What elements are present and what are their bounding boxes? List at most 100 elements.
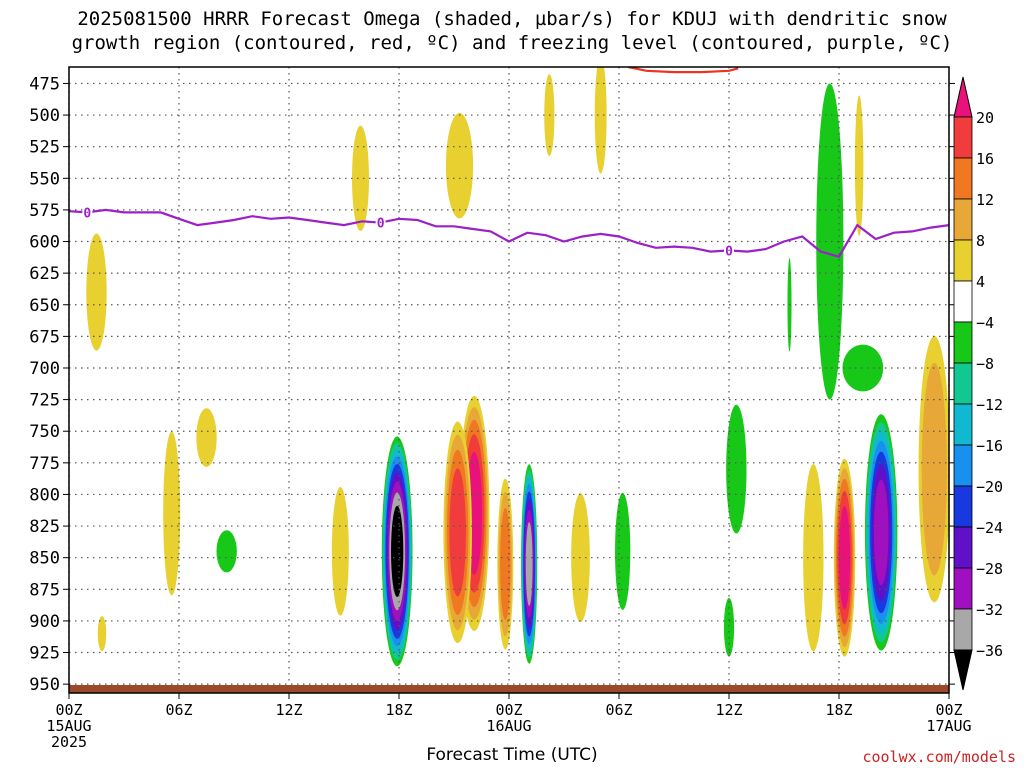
freezing-level-label: 0 [377,217,385,232]
colorbar-label: 12 [976,191,994,209]
dendritic-contour [627,67,739,74]
x-tick-label: 00Z [935,701,962,719]
colorbar-bin [953,362,973,405]
colorbar-label: −16 [976,437,1003,455]
colorbar-bin [953,239,973,282]
x-axis-title: Forecast Time (UTC) [426,745,598,765]
omega-cell-3 [500,508,511,620]
x-tick-date: 17AUG [926,717,971,735]
omega-cell-26 [854,95,864,236]
omega-cell-6 [873,479,889,586]
omega-cell-5 [838,506,851,610]
colorbar-label: 8 [976,232,985,250]
omega-cell-0 [391,505,404,597]
omega-cell-17 [86,233,107,351]
x-tick-year: 2025 [51,733,87,751]
omega-cell-15 [352,125,369,231]
y-tick-label: 825 [29,517,60,537]
colorbar-label: 20 [976,109,994,127]
y-tick-label: 775 [29,454,60,474]
omega-cell-13 [216,530,237,573]
omega-cell-2 [449,468,466,597]
omega-cell-25 [97,615,107,652]
colorbar-label: −8 [976,355,994,373]
x-tick-label: 00Z [495,701,522,719]
y-tick-label: 850 [29,549,60,569]
colorbar-label: −24 [976,519,1003,537]
omega-cell-8 [816,83,844,400]
colorbar-label: −20 [976,478,1003,496]
source-credit: coolwx.com/models [862,748,1016,766]
omega-cell-4 [525,522,533,606]
freezing-level-label: 0 [83,206,91,221]
x-tick-date: 16AUG [486,717,531,735]
colorbar: 20 16 12 8 4 −4 −8 −12 −16 −20 −24 −28 −32 −36 [953,76,1003,691]
freezing-label-bg [82,205,93,220]
y-tick-label: 950 [29,675,60,695]
omega-cell-7 [921,362,947,576]
x-tick-label: 12Z [275,701,302,719]
x-tick-date: 15AUG [46,717,91,735]
freezing-level-label: 0 [725,244,733,259]
colorbar-label: −36 [976,642,1003,660]
omega-cell-22 [331,486,349,616]
y-tick-label: 500 [29,106,60,126]
colorbar-bottom-arrow [953,649,973,691]
colorbar-bin [953,321,973,364]
y-tick-label: 550 [29,169,60,189]
omega-cell-10 [726,404,747,534]
colorbar-bin [953,608,973,651]
y-tick-label: 750 [29,422,60,442]
colorbar-bin [953,198,973,241]
colorbar-label: 16 [976,150,994,168]
freezing-label-bg [375,215,386,230]
colorbar-bin [953,567,973,610]
x-tick-label: 18Z [385,701,412,719]
x-tick-label: 06Z [165,701,192,719]
omega-cell-12 [615,492,631,610]
colorbar-bin [953,157,973,200]
y-tick-label: 800 [29,485,60,505]
y-tick-label: 675 [29,327,60,347]
y-tick-label: 725 [29,391,60,411]
omega-cell-9 [842,344,884,392]
y-tick-label: 600 [29,233,60,253]
x-tick-label: 18Z [825,701,852,719]
freezing-level-contour [68,208,950,258]
colorbar-bin [953,526,973,569]
omega-cell-16 [445,112,474,219]
chart-title-line-1: 2025081500 HRRR Forecast Omega (shaded, … [77,8,947,30]
colorbar-bin [953,403,973,446]
plot-area: 0 0 0 [68,66,950,694]
colorbar-bin [953,485,973,528]
x-tick-label: 00Z [55,701,82,719]
x-tick-label: 06Z [605,701,632,719]
y-tick-label: 900 [29,612,60,632]
colorbar-label: −32 [976,601,1003,619]
y-tick-label: 525 [29,138,60,158]
terrain-band [69,685,949,693]
y-tick-label: 625 [29,264,60,284]
omega-cell-18 [594,67,607,174]
axes: 475 500 525 550 575 600 625 650 675 700 725 750 775 8… [29,74,971,751]
omega-cell-21 [196,408,217,467]
colorbar-bin [953,280,973,323]
omega-cell-11 [723,597,735,657]
chart-title-line-2: growth region (contoured, red, ºC) and f… [71,32,953,54]
y-tick-label: 875 [29,580,60,600]
colorbar-label: −4 [976,314,994,332]
omega-cell-20 [163,431,181,596]
colorbar-top-arrow [953,76,973,118]
y-tick-label: 700 [29,359,60,379]
colorbar-label: −12 [976,396,1003,414]
colorbar-bin [953,444,973,487]
y-tick-label: 925 [29,644,60,664]
x-tick-label: 12Z [715,701,742,719]
y-tick-label: 575 [29,201,60,221]
colorbar-bin [953,116,973,159]
colorbar-label: 4 [976,273,985,291]
y-tick-label: 475 [29,74,60,94]
colorbar-label: −28 [976,560,1003,578]
freezing-label-bg [724,243,734,258]
